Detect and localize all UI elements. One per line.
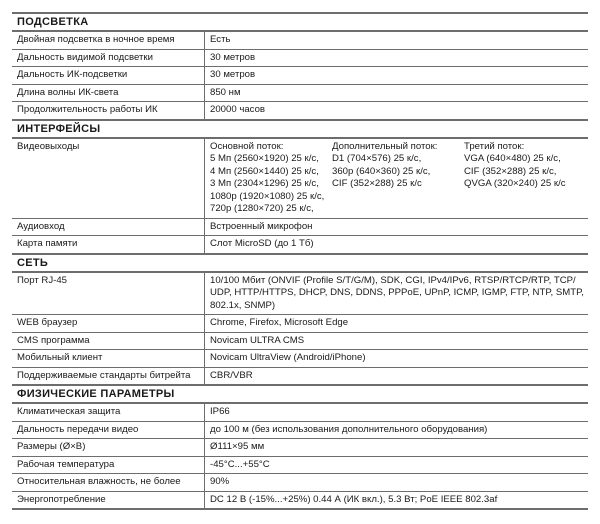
table-row: Энергопотребление DC 12 В (-15%...+25%) 0…	[12, 491, 588, 510]
table-row: Двойная подсветка в ночное время Есть	[12, 32, 588, 50]
table-row: CMS программа Novicam ULTRA CMS	[12, 332, 588, 350]
section-header: ПОДСВЕТКА	[12, 14, 588, 32]
table-row: Видеовыходы Основной поток: 5 Мп (2560×192…	[12, 138, 588, 219]
row-value: Есть	[210, 34, 231, 45]
row-label: Дальность передачи видео	[12, 421, 205, 438]
table-row: Дальность передачи видео до 100 м (без ис…	[12, 421, 588, 439]
row-label: Дальность видимой подсветки	[12, 49, 205, 66]
stream-line: QVGA (320×240) 25 к/с	[464, 178, 566, 189]
row-label: Дальность ИК-подсветки	[12, 67, 205, 84]
table-row: WEB браузер Chrome, Firefox, Microsoft Ed…	[12, 315, 588, 333]
stream-line: Дополнительный поток:	[332, 140, 438, 152]
table-row: Карта памяти Слот MicroSD (до 1 Тб)	[12, 236, 588, 255]
row-value: Ø111×95 мм	[210, 441, 265, 452]
row-value: -45°C...+55°C	[210, 458, 270, 470]
table-row: Относительная влажность, не более 90%	[12, 474, 588, 492]
table-row: Аудиовход Встроенный микрофон	[12, 218, 588, 236]
row-value: 30 метров	[210, 51, 256, 63]
row-value: Novicam UltraView (Android/iPhone)	[210, 352, 366, 363]
row-value: 10/100 Мбит (ONVIF (Profile S/T/G/M), SD…	[205, 273, 589, 315]
stream-line: 5 Мп (2560×1920) 25 к/с,	[210, 153, 319, 164]
row-value: 850 нм	[210, 86, 241, 98]
value-line: UDP, HTTP/HTTPS, DHCP, DNS, DDNS, PPPoE,…	[210, 287, 584, 298]
row-label: Размеры (Ø×В)	[12, 439, 205, 456]
stream-line: 3 Мп (2304×1296) 25 к/с,	[210, 178, 319, 189]
row-label: Видеовыходы	[12, 138, 205, 218]
stream-line: 720p (1280×720) 25 к/с,	[210, 203, 314, 214]
stream-line: VGA (640×480) 25 к/с,	[464, 153, 561, 164]
row-label: Энергопотребление	[12, 491, 205, 508]
stream-column: Основной поток: 5 Мп (2560×1920) 25 к/с, 4…	[210, 141, 332, 216]
stream-column: Дополнительный поток: D1 (704×576) 25 к/с…	[332, 141, 464, 216]
row-value: до 100 м (без использования дополнительн…	[210, 423, 488, 435]
row-label: Порт RJ-45	[12, 272, 205, 314]
row-label: Длина волны ИК-света	[12, 84, 205, 101]
row-label: Мобильный клиент	[12, 350, 205, 367]
row-value: 90%	[210, 476, 230, 487]
stream-line: 1080p (1920×1080) 25 к/с,	[210, 190, 325, 202]
row-value: Chrome, Firefox, Microsoft Edge	[210, 317, 349, 328]
row-label: Двойная подсветка в ночное время	[12, 32, 205, 49]
row-label: Карта памяти	[12, 236, 205, 253]
row-label: CMS программа	[12, 332, 205, 349]
stream-line: Основной поток:	[210, 140, 284, 152]
row-value: 20000 часов	[210, 104, 266, 115]
table-row: Порт RJ-45 10/100 Мбит (ONVIF (Profile S/…	[12, 272, 589, 315]
stream-line: 4 Мп (2560×1440) 25 к/с,	[210, 165, 319, 177]
row-value: DC 12 В (-15%...+25%) 0.44 А (ИК вкл.), …	[210, 493, 498, 505]
stream-line: 360p (640×360) 25 к/с,	[332, 165, 431, 177]
table-row: Рабочая температура -45°C...+55°C	[12, 456, 588, 474]
stream-line: Третий поток:	[464, 140, 525, 152]
table-row: Дальность ИК-подсветки 30 метров	[12, 67, 588, 85]
table-row: Длина волны ИК-света 850 нм	[12, 84, 588, 102]
row-value: IP66	[210, 406, 230, 417]
row-label: WEB браузер	[12, 315, 205, 332]
table-row: Поддерживаемые стандарты битрейта CBR/VBR	[12, 367, 588, 386]
value-line: 802.1x, SNMP)	[210, 299, 276, 311]
stream-line: D1 (704×576) 25 к/с,	[332, 153, 422, 164]
row-value: Встроенный микрофон	[210, 220, 313, 232]
row-label: Относительная влажность, не более	[12, 474, 205, 491]
stream-line: CIF (352×288) 25 к/с,	[464, 165, 557, 177]
row-value: Novicam ULTRA CMS	[210, 334, 305, 346]
spec-table: ПОДСВЕТКА Двойная подсветка в ночное врем…	[12, 12, 588, 510]
table-row: Размеры (Ø×В) Ø111×95 мм	[12, 439, 588, 457]
section-header: ФИЗИЧЕСКИЕ ПАРАМЕТРЫ	[12, 386, 588, 404]
row-value: CBR/VBR	[210, 369, 253, 381]
stream-column: Третий поток: VGA (640×480) 25 к/с, CIF (3…	[464, 141, 566, 216]
row-value: Слот MicroSD (до 1 Тб)	[210, 238, 314, 249]
row-label: Поддерживаемые стандарты битрейта	[12, 367, 205, 384]
row-value: Основной поток: 5 Мп (2560×1920) 25 к/с, 4…	[205, 139, 588, 218]
row-label: Климатическая защита	[12, 404, 205, 421]
section-header: ИНТЕРФЕЙСЫ	[12, 121, 588, 139]
row-label: Аудиовход	[12, 218, 205, 235]
row-label: Рабочая температура	[12, 456, 205, 473]
value-line: 10/100 Мбит (ONVIF (Profile S/T/G/M), SD…	[210, 274, 576, 286]
row-value: 30 метров	[210, 69, 256, 80]
table-row: Мобильный клиент Novicam UltraView (Andro…	[12, 350, 588, 368]
row-label: Продолжительность работы ИК	[12, 102, 205, 119]
table-row: Климатическая защита IP66	[12, 404, 588, 422]
table-row: Продолжительность работы ИК 20000 часов	[12, 102, 588, 121]
section-header: СЕТЬ	[12, 255, 588, 273]
table-row: Дальность видимой подсветки 30 метров	[12, 49, 588, 67]
stream-line: CIF (352×288) 25 к/с	[332, 178, 422, 189]
